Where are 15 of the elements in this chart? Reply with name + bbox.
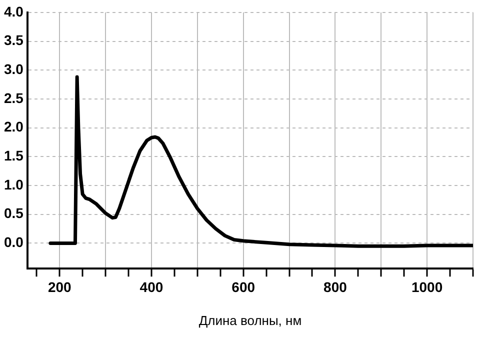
y-tick-label: 3.5 [4, 32, 24, 48]
x-tick-label: 600 [232, 278, 256, 295]
y-tick-label: 4.0 [4, 3, 24, 20]
x-tick-label: 800 [324, 278, 348, 295]
y-tick-label: 2.0 [4, 118, 24, 135]
y-tick-label: 1.5 [4, 148, 24, 164]
y-tick-label: 2.5 [4, 90, 24, 106]
y-tick-label: 0.5 [4, 205, 24, 222]
x-tick-label: 1000 [411, 278, 443, 295]
x-tick-label: 400 [140, 278, 164, 295]
x-tick-label: 200 [48, 278, 72, 295]
y-tick-label: 0.0 [4, 234, 24, 250]
y-tick-label: 3.0 [4, 60, 24, 77]
x-axis-title: Длина волны, нм [198, 312, 302, 328]
y-tick-label: 1.0 [4, 176, 24, 192]
